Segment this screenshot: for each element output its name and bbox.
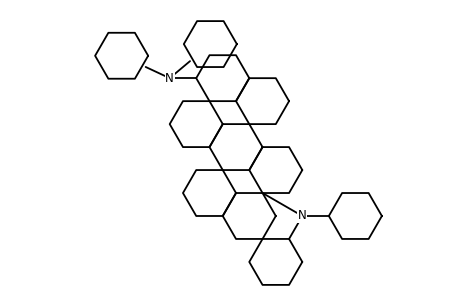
Text: N: N: [165, 72, 174, 85]
Text: N: N: [298, 210, 306, 222]
